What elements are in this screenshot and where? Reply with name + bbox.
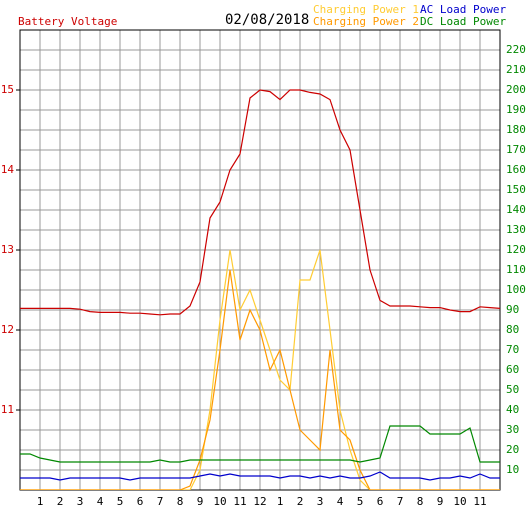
y2-tick-label: 220 — [506, 43, 526, 56]
x-tick-label: 3 — [317, 495, 324, 508]
x-tick-label: 5 — [357, 495, 364, 508]
x-tick-label: 10 — [453, 495, 466, 508]
legend-entry: DC Load Power — [420, 15, 506, 28]
y2-tick-label: 210 — [506, 63, 526, 76]
y-tick-label: 13 — [1, 243, 14, 256]
x-tick-label: 9 — [437, 495, 444, 508]
x-tick-label: 6 — [137, 495, 144, 508]
y2-tick-label: 80 — [506, 323, 519, 336]
series-line — [20, 89, 500, 316]
y-tick-label: 11 — [1, 403, 14, 416]
x-tick-label: 8 — [417, 495, 424, 508]
series-line — [20, 269, 500, 490]
plot-frame — [19, 29, 501, 491]
x-tick-label: 2 — [297, 495, 304, 508]
y2-tick-label: 70 — [506, 343, 519, 356]
legend-entry: AC Load Power — [420, 3, 506, 16]
x-tick-label: 10 — [213, 495, 226, 508]
x-tick-label: 8 — [177, 495, 184, 508]
y2-tick-label: 50 — [506, 383, 519, 396]
y2-tick-label: 130 — [506, 223, 526, 236]
legend-entry: Charging Power 2 — [313, 15, 419, 28]
x-tick-label: 2 — [57, 495, 64, 508]
y2-tick-label: 180 — [506, 123, 526, 136]
x-tick-label: 1 — [37, 495, 44, 508]
y2-tick-label: 60 — [506, 363, 519, 376]
x-tick-label: 7 — [157, 495, 164, 508]
series-line — [20, 249, 500, 490]
x-tick-label: 11 — [233, 495, 246, 508]
y2-tick-label: 30 — [506, 423, 519, 436]
x-tick-label: 4 — [337, 495, 344, 508]
y2-tick-label: 100 — [506, 283, 526, 296]
y2-tick-label: 20 — [506, 443, 519, 456]
x-tick-label: 5 — [117, 495, 124, 508]
y2-tick-label: 190 — [506, 103, 526, 116]
y-tick-label: 12 — [1, 323, 14, 336]
y2-tick-label: 120 — [506, 243, 526, 256]
y2-tick-label: 90 — [506, 303, 519, 316]
legend-entry: Battery Voltage — [18, 15, 117, 28]
y-tick-label: 15 — [1, 83, 14, 96]
x-tick-label: 12 — [253, 495, 266, 508]
x-tick-label: 6 — [377, 495, 384, 508]
y2-tick-label: 160 — [506, 163, 526, 176]
chart-date: 02/08/2018 — [225, 12, 309, 28]
series-line — [20, 425, 500, 463]
series-line — [20, 471, 500, 481]
x-tick-label: 9 — [197, 495, 204, 508]
y2-tick-label: 40 — [506, 403, 519, 416]
legend-entry: Charging Power 1 — [313, 3, 419, 16]
y2-tick-label: 170 — [506, 143, 526, 156]
plot-area — [20, 89, 500, 490]
y2-tick-label: 10 — [506, 463, 519, 476]
y2-tick-label: 150 — [506, 183, 526, 196]
x-tick-label: 11 — [473, 495, 486, 508]
y-tick-label: 14 — [1, 163, 15, 176]
y2-tick-label: 200 — [506, 83, 526, 96]
x-tick-label: 7 — [397, 495, 404, 508]
x-tick-label: 4 — [97, 495, 104, 508]
y2-tick-label: 140 — [506, 203, 526, 216]
x-tick-label: 3 — [77, 495, 84, 508]
y2-tick-label: 110 — [506, 263, 526, 276]
x-tick-label: 1 — [277, 495, 284, 508]
